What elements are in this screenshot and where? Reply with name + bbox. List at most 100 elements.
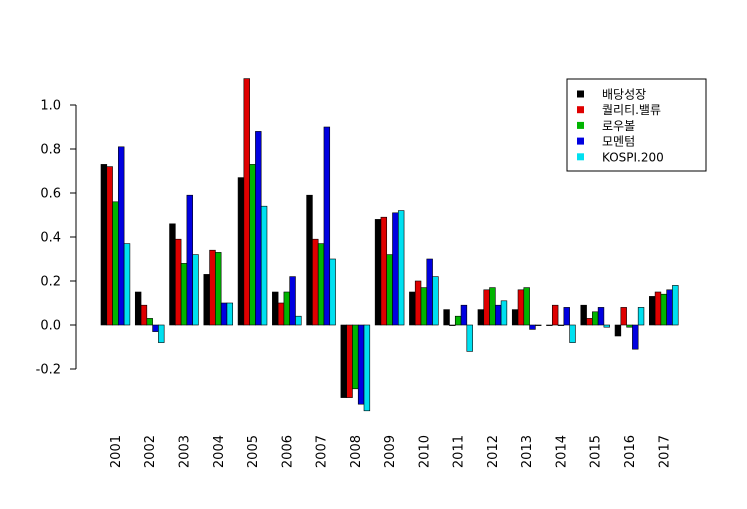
x-tick-label: 2009	[383, 435, 398, 468]
bar	[312, 238, 319, 326]
bar	[134, 291, 142, 326]
bar	[118, 146, 125, 326]
bar	[426, 258, 433, 326]
x-tick-label: 2011	[452, 435, 467, 468]
bar	[546, 324, 553, 326]
bar	[237, 177, 245, 326]
bar	[649, 296, 656, 326]
legend-label: 배당성장	[602, 88, 646, 102]
bar	[220, 302, 228, 326]
bar	[637, 307, 645, 326]
bar	[414, 280, 422, 326]
bar-group-2005	[237, 78, 268, 326]
bar	[632, 324, 639, 350]
legend-swatch	[577, 90, 584, 98]
x-tick-label: 2017	[657, 435, 672, 468]
bar	[260, 205, 268, 326]
bar	[249, 164, 256, 326]
y-tick-label: 0.2	[40, 275, 61, 290]
legend-label: 모멘텀	[602, 135, 635, 149]
y-tick-label: 0.8	[40, 143, 61, 158]
bar	[603, 324, 610, 328]
bar-group-2008	[340, 324, 371, 412]
bar-group-2001	[100, 146, 131, 326]
bar	[283, 291, 290, 326]
y-tick-label: -0.2	[36, 363, 61, 378]
bar	[112, 201, 119, 326]
bar	[175, 238, 182, 326]
bar-group-2016	[614, 307, 645, 350]
bar	[477, 309, 485, 326]
bar	[529, 324, 536, 330]
bar	[580, 304, 587, 326]
bar	[323, 126, 331, 326]
bar	[517, 289, 525, 326]
bar	[592, 311, 599, 326]
x-tick-label: 2016	[623, 435, 638, 468]
x-tick-label: 2003	[177, 435, 192, 468]
bar	[186, 194, 193, 326]
bar	[140, 304, 148, 326]
x-tick-label: 2012	[486, 435, 501, 468]
bar	[466, 324, 473, 352]
y-axis: -0.2 0.0 0.2 0.4 0.6 0.8 1.0	[36, 99, 77, 378]
bar-group-2017	[649, 285, 679, 326]
bar	[432, 276, 439, 326]
bar-groups	[100, 78, 679, 412]
bar	[660, 293, 667, 326]
legend-label: 로우볼	[602, 119, 635, 133]
bar-group-2015	[580, 304, 610, 328]
legend-box	[566, 78, 707, 172]
bar-group-2002	[134, 291, 165, 343]
bar	[626, 324, 633, 328]
bar-group-2010	[409, 258, 439, 326]
bar	[460, 304, 468, 326]
x-tick-label: 2013	[520, 435, 535, 468]
bar	[672, 285, 679, 326]
bar	[449, 324, 456, 326]
bar	[500, 300, 508, 326]
bar	[397, 210, 405, 326]
bar	[551, 304, 559, 326]
y-tick-label: 0.4	[40, 231, 61, 246]
bar	[511, 309, 519, 326]
legend-swatch	[577, 121, 584, 129]
bar	[597, 307, 605, 326]
legend-label: KOSPI.200	[602, 150, 664, 164]
bar	[306, 194, 313, 326]
x-tick-label: 2014	[554, 435, 569, 468]
bar	[329, 258, 336, 326]
x-tick-label: 2001	[109, 435, 124, 468]
x-axis-labels: 2001 2002 2003 2004 2005 2006 2007 2008 2009 2010…	[109, 435, 672, 468]
bar	[380, 216, 388, 326]
bar	[100, 164, 108, 326]
legend-swatch	[577, 137, 584, 145]
x-tick-label: 2002	[143, 435, 158, 468]
bar	[352, 324, 359, 390]
bar-group-2011	[443, 304, 473, 352]
bar	[523, 287, 530, 326]
bar	[289, 276, 296, 326]
bar	[620, 307, 627, 326]
x-tick-label: 2015	[589, 435, 604, 468]
bar	[346, 324, 353, 398]
x-tick-label: 2004	[212, 435, 227, 468]
y-tick-label: 0.6	[40, 187, 61, 202]
bar	[374, 219, 382, 326]
bar	[563, 307, 570, 326]
bar	[386, 254, 393, 326]
bar-group-2007	[306, 126, 336, 326]
bar	[569, 324, 576, 343]
bar	[489, 287, 496, 326]
bar	[226, 302, 234, 326]
bar	[614, 324, 622, 337]
legend-label: 퀄리티.밸류	[602, 103, 661, 117]
bar	[209, 249, 216, 326]
bar	[152, 324, 159, 332]
bar	[363, 324, 371, 412]
x-tick-label: 2007	[315, 435, 330, 468]
bar	[106, 166, 113, 326]
bar	[454, 315, 462, 326]
bar	[243, 78, 250, 326]
bar	[357, 324, 365, 405]
